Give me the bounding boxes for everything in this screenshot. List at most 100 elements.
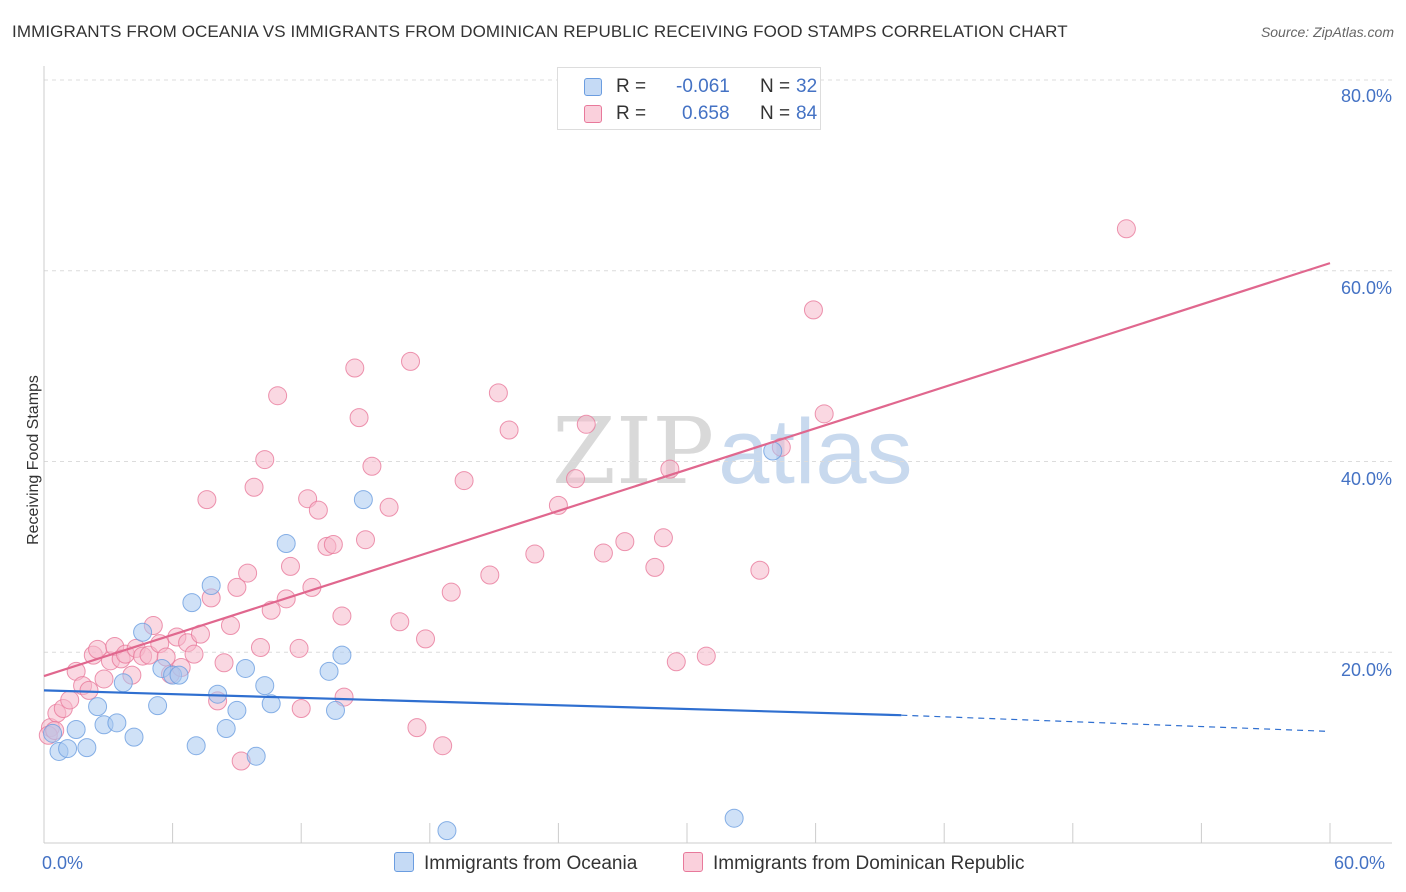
data-point [107,713,127,733]
data-point [323,534,343,554]
series-dominican [38,219,1136,771]
data-point [246,746,266,766]
data-point [566,469,586,489]
data-point [238,563,258,583]
data-point [124,727,144,747]
data-point [356,530,375,550]
data-point [308,500,328,520]
data-point [276,534,296,554]
y-axis-label: Receiving Food Stamps [25,375,42,545]
data-point [345,358,365,378]
oceania-legend-swatch [394,852,414,872]
data-point [1116,219,1136,239]
data-point [94,669,114,689]
x-tick-label-max: 60.0% [1334,853,1386,873]
data-point [255,676,275,696]
data-point [58,739,78,759]
data-point [289,638,309,658]
trendlines [43,262,1331,733]
legend-item-oceania[interactable]: Immigrants from Oceania [394,852,637,875]
y-tick-label-40: 40.0% [1340,469,1392,489]
data-point [197,490,217,510]
data-point [201,575,221,595]
dominican-swatch [584,105,602,123]
data-point [325,700,345,720]
data-point [255,450,275,470]
data-point [77,738,97,758]
n-value: 32 [796,76,818,97]
axes [43,66,1392,844]
series-oceania [43,441,783,841]
r-label: R = [616,76,647,97]
legend-item-dominican[interactable]: Immigrants from Dominican Republic [683,852,1025,875]
data-point [235,658,255,678]
data-point [666,652,686,672]
trendline-oceania [43,689,902,717]
data-point [291,699,311,719]
data-point [133,622,153,642]
data-point [803,300,823,320]
data-point [66,720,86,740]
trendline-dominican [43,262,1331,678]
data-point [227,577,247,597]
data-point [280,556,300,576]
stats-legend: R = -0.061 N = 32 R = 0.658 N = 84 [557,67,821,130]
data-point [332,606,352,626]
legend-label-oceania: Immigrants from Oceania [424,853,638,874]
data-point [454,471,474,491]
data-point [407,718,427,738]
data-point [401,351,421,371]
data-point [43,723,63,743]
data-point [227,700,247,720]
data-point [433,736,453,756]
data-point [184,644,204,664]
data-point [169,665,189,685]
n-label: N = [760,103,791,124]
data-point [214,653,234,673]
data-point [499,420,519,440]
data-point [416,629,436,649]
data-point [437,821,457,841]
data-point [79,680,99,700]
data-point [441,582,461,602]
data-point [814,404,834,424]
data-point [182,593,202,613]
source-credit: Source: ZipAtlas.com [1260,24,1394,40]
dominican-legend-swatch [683,852,703,872]
data-point [390,612,410,632]
data-point [186,736,206,756]
data-point [615,532,635,552]
data-point [319,661,339,681]
n-value: 84 [796,103,818,124]
legend-label-dominican: Immigrants from Dominican Republic [713,853,1025,874]
y-tick-label-80: 80.0% [1340,86,1392,106]
data-point [261,694,281,714]
data-point [645,557,665,577]
data-point [525,544,545,564]
data-point [593,543,613,563]
data-point [750,560,770,580]
data-point [349,408,369,428]
r-value: -0.061 [676,76,730,97]
data-point [88,697,108,717]
data-point [268,386,288,406]
trendline-extension-oceania [901,714,1331,733]
chart-title: IMMIGRANTS FROM OCEANIA VS IMMIGRANTS FR… [12,22,1068,41]
data-point [261,600,281,620]
data-point [353,490,373,510]
data-point [148,696,168,716]
data-point [724,808,744,828]
oceania-swatch [584,78,602,96]
r-value: 0.658 [682,103,730,124]
data-point [244,477,264,497]
data-point [332,645,352,665]
data-point [216,719,236,739]
data-point [696,646,716,666]
data-point [250,637,270,657]
n-label: N = [760,76,791,97]
data-point [60,690,80,710]
y-tick-label-60: 60.0% [1340,278,1392,298]
data-point [653,528,673,548]
data-point [334,687,354,707]
data-point [488,383,508,403]
